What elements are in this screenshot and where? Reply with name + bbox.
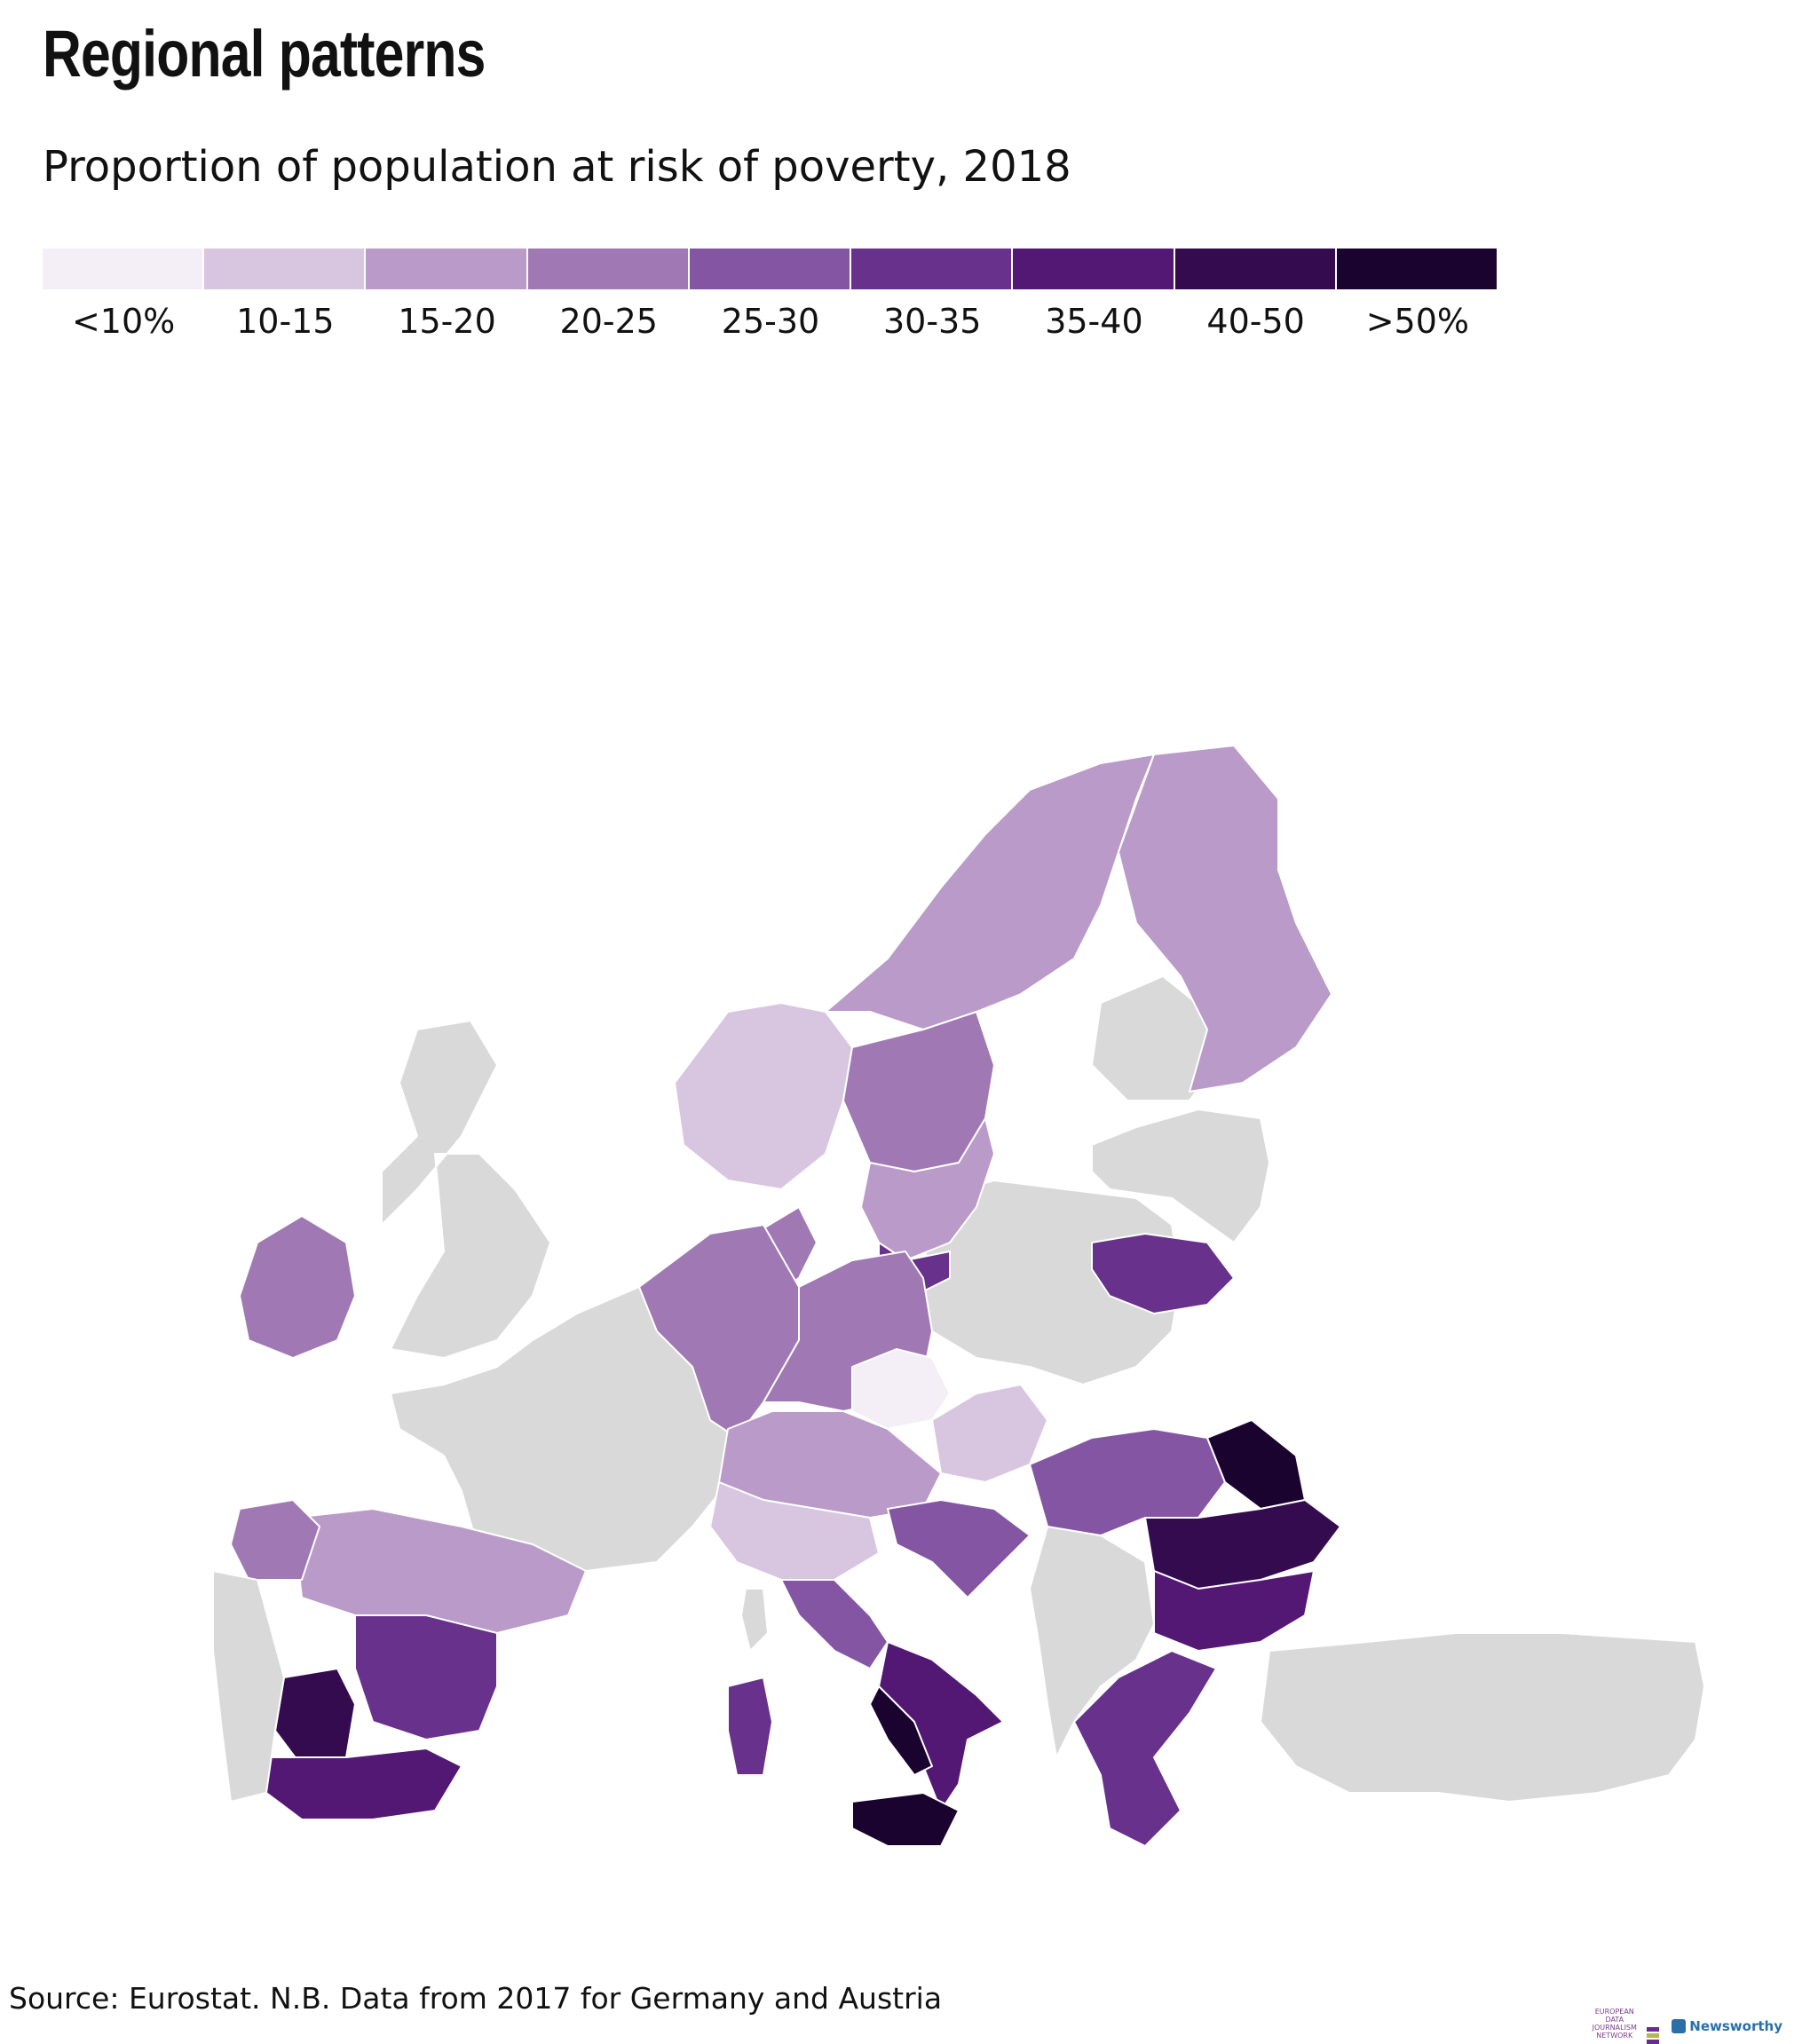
legend-label: 25-30 bbox=[721, 302, 820, 341]
map-region bbox=[740, 1588, 769, 1652]
legend-swatch bbox=[851, 249, 1012, 289]
newsworthy-icon bbox=[1672, 2018, 1687, 2033]
legend-label: 20-25 bbox=[559, 302, 658, 341]
legend-swatch bbox=[1174, 249, 1335, 289]
map-region bbox=[851, 1348, 951, 1430]
map-region bbox=[1260, 1632, 1705, 1803]
legend-label: >50% bbox=[1365, 302, 1470, 341]
map-region bbox=[1029, 1526, 1155, 1758]
map-region bbox=[860, 1117, 995, 1261]
map-region bbox=[825, 754, 1155, 1030]
map-region bbox=[674, 1002, 853, 1190]
legend-label: 30-35 bbox=[882, 302, 982, 341]
map-region bbox=[869, 1685, 933, 1776]
map-region bbox=[212, 1570, 285, 1803]
legend-swatch bbox=[43, 249, 203, 289]
map-region bbox=[1073, 1650, 1217, 1847]
map-region bbox=[381, 1020, 551, 1359]
map-region bbox=[709, 1481, 880, 1581]
legend-label: 35-40 bbox=[1045, 302, 1143, 341]
legend-label: <10% bbox=[71, 302, 176, 341]
europe-map bbox=[212, 745, 1705, 1847]
map-region bbox=[354, 1614, 498, 1740]
map-region bbox=[1091, 1233, 1235, 1314]
map-region bbox=[1029, 1428, 1226, 1536]
map-region bbox=[727, 1677, 773, 1776]
legend-swatch bbox=[1336, 249, 1497, 289]
legend-label: 40-50 bbox=[1206, 302, 1305, 341]
map-region bbox=[851, 1792, 960, 1847]
color-legend: <10% 10-15 15-20 20-25 25-30 30-35 35-40 40-50 >… bbox=[43, 249, 1498, 341]
map-region bbox=[1091, 1109, 1270, 1243]
chart-subtitle: Proportion of population at risk of pove… bbox=[43, 142, 1071, 192]
legend-bar bbox=[43, 249, 1498, 289]
map-region bbox=[931, 1384, 1048, 1483]
edjnet-logo: EUROPEAN DATA JOURNALISM NETWORK bbox=[1588, 2008, 1660, 2044]
map-region bbox=[1118, 745, 1332, 1093]
chart-title: Regional patterns bbox=[43, 17, 486, 91]
map-region bbox=[265, 1748, 462, 1820]
legend-swatch bbox=[689, 249, 850, 289]
legend-swatch bbox=[366, 249, 526, 289]
map-region bbox=[780, 1579, 889, 1669]
legend-swatch bbox=[1013, 249, 1174, 289]
map-region bbox=[887, 1499, 1031, 1598]
map-region bbox=[274, 1668, 356, 1767]
legend-swatch bbox=[204, 249, 365, 289]
legend-label: 10-15 bbox=[236, 302, 335, 341]
map-region bbox=[922, 1180, 1182, 1385]
publisher-logos: EUROPEAN DATA JOURNALISM NETWORK Newswor… bbox=[1588, 2008, 1782, 2044]
map-region bbox=[239, 1215, 356, 1359]
legend-labels: <10% 10-15 15-20 20-25 25-30 30-35 35-40 40-50 >… bbox=[43, 302, 1498, 341]
legend-swatch bbox=[527, 249, 688, 289]
map-region bbox=[1153, 1570, 1315, 1652]
map-region bbox=[292, 1508, 587, 1634]
legend-label: 15-20 bbox=[398, 302, 496, 341]
map-region bbox=[230, 1499, 320, 1581]
newsworthy-logo: Newsworthy bbox=[1672, 2018, 1782, 2034]
source-note: Source: Eurostat. N.B. Data from 2017 fo… bbox=[9, 1981, 943, 2016]
map-region bbox=[1206, 1419, 1306, 1510]
